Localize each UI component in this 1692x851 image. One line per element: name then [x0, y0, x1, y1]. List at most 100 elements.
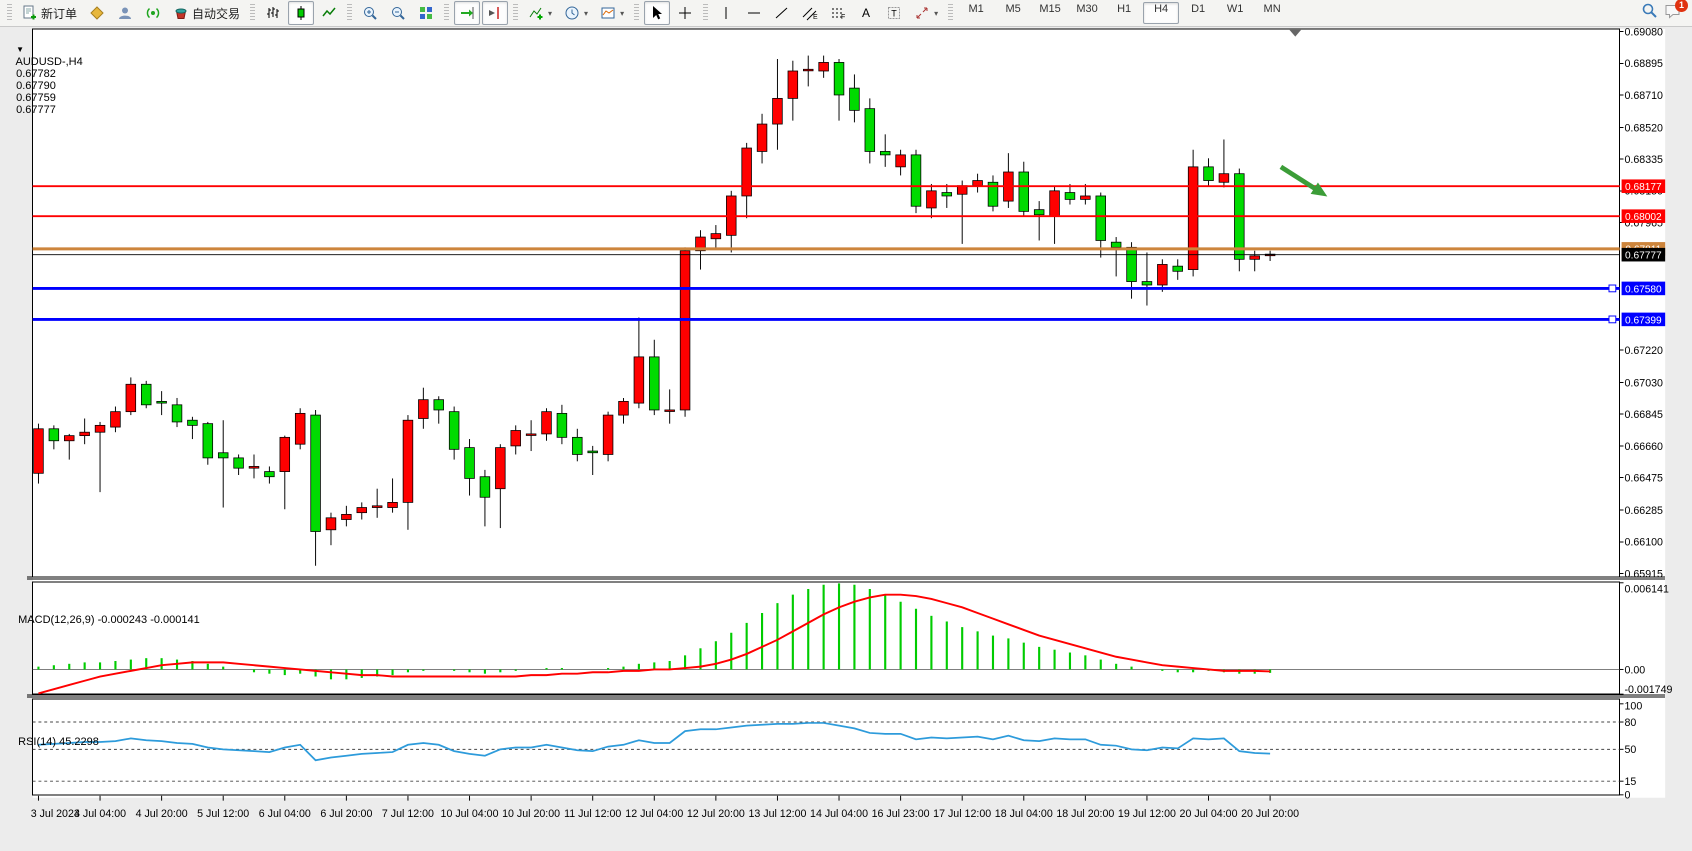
toolbar-grip: [634, 4, 640, 22]
chart-shift-button[interactable]: [482, 1, 509, 25]
horizontal-line-icon: [746, 5, 762, 21]
chart-tool-button[interactable]: [84, 1, 110, 25]
chart-shift-icon: [487, 5, 503, 21]
svg-text:4 Jul 20:00: 4 Jul 20:00: [136, 808, 188, 820]
timeframe-button-H4[interactable]: H4: [1143, 2, 1180, 24]
horizontal-line-tool-button[interactable]: [741, 1, 767, 25]
periods-button[interactable]: ▾: [559, 1, 593, 25]
timeframe-button-M1[interactable]: M1: [968, 3, 984, 15]
cursor-button[interactable]: [644, 1, 671, 25]
trendline-tool-button[interactable]: [769, 1, 795, 25]
fibonacci-tool-button[interactable]: F: [825, 1, 851, 25]
price-label-0.67580: 0.67580: [1621, 281, 1666, 295]
bar-chart-icon: [265, 5, 281, 21]
tile-windows-icon: [418, 5, 434, 21]
vertical-line-icon: [718, 5, 734, 21]
auto-scroll-icon: [459, 5, 475, 21]
toolbar-grip: [250, 4, 256, 22]
dropdown-arrow-icon: ▾: [620, 8, 625, 18]
svg-text:12 Jul 04:00: 12 Jul 04:00: [625, 808, 683, 820]
svg-text:0.68335: 0.68335: [1624, 154, 1663, 166]
svg-text:0.67399: 0.67399: [1625, 315, 1662, 326]
current-price-label: 0.67777: [1621, 247, 1666, 262]
chart-canvas[interactable]: 0.69080 0.68895 0.68710 0.68520 0.68335 0.681…: [0, 27, 1692, 851]
autotrading-icon: [173, 5, 189, 21]
line-handle[interactable]: [1608, 315, 1617, 324]
bar-chart-button[interactable]: [260, 1, 286, 25]
clock-icon: [564, 5, 580, 21]
indicators-button[interactable]: ▾: [523, 1, 557, 25]
svg-text:17 Jul 12:00: 17 Jul 12:00: [933, 808, 991, 820]
svg-text:15: 15: [1624, 776, 1636, 788]
svg-text:0.68002: 0.68002: [1625, 212, 1662, 223]
svg-text:100: 100: [1624, 701, 1642, 713]
text-label-tool-button[interactable]: T: [881, 1, 907, 25]
templates-button[interactable]: ▾: [595, 1, 629, 25]
chart-shift-marker[interactable]: [1289, 29, 1302, 37]
line-handle[interactable]: [1608, 284, 1617, 293]
signals-button[interactable]: [140, 1, 166, 25]
toolbar-grip: [347, 4, 353, 22]
annotation-arrow[interactable]: [1279, 164, 1328, 197]
timeframe-button-W1[interactable]: W1: [1226, 3, 1244, 15]
svg-text:-0.001749: -0.001749: [1624, 684, 1672, 696]
timeframe-button-MN[interactable]: MN: [1263, 3, 1281, 15]
rsi-axis: 100 80 50 15 0: [1619, 701, 1642, 802]
new-order-button[interactable]: 新订单: [17, 1, 82, 25]
tile-windows-button[interactable]: [413, 1, 439, 25]
search-icon[interactable]: [1641, 2, 1658, 24]
timeframe-button-M15[interactable]: M15: [1039, 3, 1061, 15]
line-chart-button[interactable]: [316, 1, 342, 25]
svg-text:18 Jul 20:00: 18 Jul 20:00: [1056, 808, 1114, 820]
svg-text:0.66475: 0.66475: [1624, 472, 1663, 484]
auto-scroll-button[interactable]: [454, 1, 481, 25]
svg-text:19 Jul 12:00: 19 Jul 12:00: [1118, 808, 1176, 820]
toolbar-grip: [7, 4, 12, 22]
channel-tool-button[interactable]: E: [797, 1, 823, 25]
svg-text:50: 50: [1624, 744, 1636, 756]
candlestick-chart-icon: [293, 5, 309, 21]
timeframe-button-H1[interactable]: H1: [1117, 3, 1132, 15]
rsi-pane[interactable]: [32, 698, 1621, 796]
text-tool-button[interactable]: A: [853, 1, 879, 25]
arrows-tool-button[interactable]: ▾: [909, 1, 943, 25]
candlestick-series: [33, 55, 1276, 566]
price-pane[interactable]: [32, 28, 1621, 578]
horizontal-line-0.67580[interactable]: [32, 284, 1620, 293]
zoom-in-button[interactable]: [357, 1, 383, 25]
toolbar-grip: [513, 4, 519, 22]
autotrading-button[interactable]: 自动交易: [168, 1, 245, 25]
price-label-0.68002: 0.68002: [1621, 209, 1666, 223]
zoom-out-button[interactable]: [385, 1, 411, 25]
svg-text:16 Jul 23:00: 16 Jul 23:00: [872, 808, 930, 820]
svg-text:20 Jul 20:00: 20 Jul 20:00: [1241, 808, 1299, 820]
svg-text:0.67220: 0.67220: [1624, 345, 1663, 357]
autotrading-label: 自动交易: [192, 6, 241, 21]
new-order-label: 新订单: [41, 6, 78, 21]
toolbar-grip: [703, 4, 709, 22]
candlestick-chart-button[interactable]: [288, 1, 315, 25]
svg-text:0.00: 0.00: [1624, 664, 1645, 676]
macd-signal-line: [38, 593, 1271, 695]
svg-text:T: T: [891, 9, 897, 19]
timeframe-button-M30[interactable]: M30: [1076, 3, 1098, 15]
cursor-arrow-icon: [649, 5, 665, 21]
timeframe-button-D1[interactable]: D1: [1191, 3, 1206, 15]
notifications-button[interactable]: 1: [1664, 0, 1688, 24]
notification-badge: 1: [1675, 0, 1688, 12]
svg-text:0.67777: 0.67777: [1625, 251, 1662, 262]
market-profile-button[interactable]: [112, 1, 138, 25]
svg-text:0.66100: 0.66100: [1624, 537, 1663, 549]
svg-text:F: F: [841, 14, 845, 21]
horizontal-line-0.67399[interactable]: [32, 315, 1620, 324]
vertical-line-tool-button[interactable]: [713, 1, 739, 25]
dropdown-arrow-icon: ▾: [584, 8, 589, 18]
add-indicator-icon: [528, 5, 544, 21]
crosshair-button[interactable]: [672, 1, 698, 25]
timeframe-button-M5[interactable]: M5: [1005, 3, 1021, 15]
svg-text:13 Jul 12:00: 13 Jul 12:00: [748, 808, 806, 820]
svg-text:6 Jul 04:00: 6 Jul 04:00: [259, 808, 311, 820]
macd-pane[interactable]: [32, 581, 1621, 695]
svg-text:14 Jul 04:00: 14 Jul 04:00: [810, 808, 868, 820]
